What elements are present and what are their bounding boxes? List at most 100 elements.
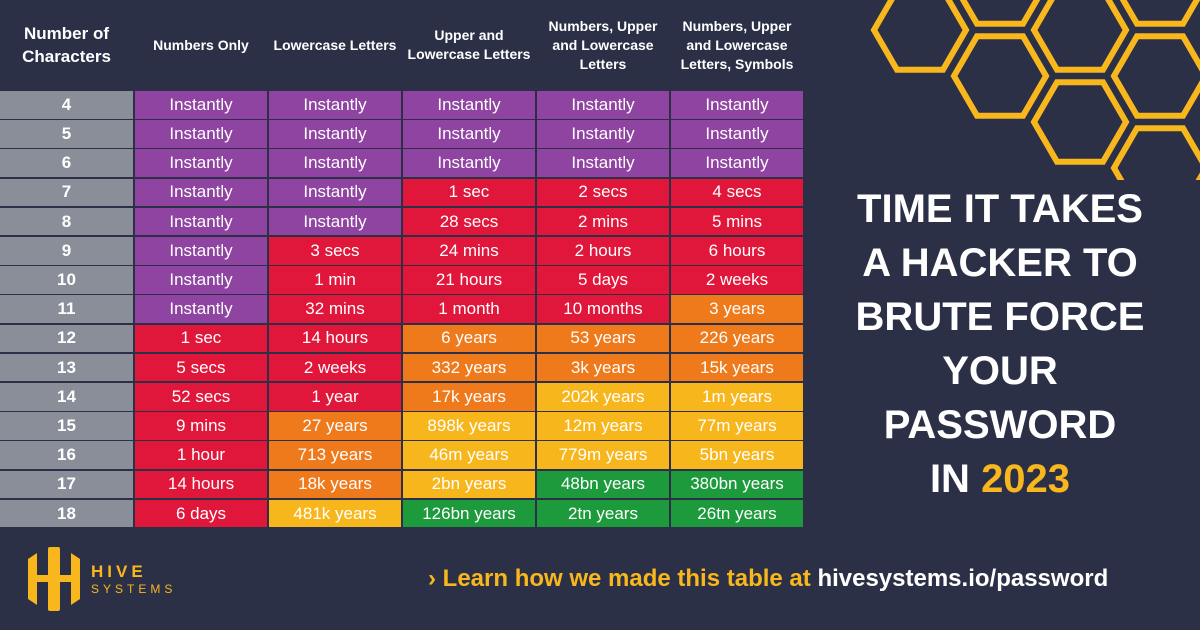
time-cell: Instantly [671,120,803,148]
time-cell: 26tn years [671,499,803,528]
time-cell: Instantly [135,237,267,265]
hexagon-shape [1110,33,1200,119]
hexagon-shape [959,0,1041,27]
row-length-cell: 13 [0,353,133,382]
headline-line: A HACKER TO [862,241,1138,285]
chevron-right-icon: › [428,565,436,592]
time-cell: 1 hour [135,441,267,469]
time-cell: Instantly [671,149,803,177]
time-cell: 4 secs [671,178,803,207]
time-cell: 1 min [269,266,401,294]
hexagon-shape [1119,0,1200,27]
time-cell: Instantly [537,91,669,119]
time-cell: 15k years [671,353,803,382]
time-cell: 1 year [269,383,401,411]
honeycomb-decoration [870,0,1200,180]
headline-prefix: IN [929,457,982,501]
row-length-cell: 6 [0,149,133,177]
hexagon-shape [1030,0,1130,73]
time-cell: Instantly [269,207,401,236]
time-cell: 18k years [269,470,401,499]
time-cell: 2tn years [537,499,669,528]
time-cell: 9 mins [135,412,267,440]
row-length-cell: 12 [0,324,133,353]
hexagon-shape [950,33,1050,119]
column-header: Numbers Only [153,36,249,53]
time-cell: Instantly [135,178,267,207]
learn-more-url[interactable]: hivesystems.io/password [817,565,1109,592]
time-cell: Instantly [537,120,669,148]
time-cell: Instantly [403,149,535,177]
learn-more-link[interactable]: › Learn how we made this table at hivesy… [428,565,1108,593]
time-cell: 380bn years [671,470,803,499]
time-cell: 17k years [403,383,535,411]
time-cell: Instantly [135,91,267,119]
time-cell: Instantly [135,120,267,148]
learn-more-text: Learn how we made this table at [442,565,818,592]
row-length-cell: 14 [0,383,133,411]
row-length-cell: 8 [0,207,133,236]
time-cell: 5 days [537,266,669,294]
time-cell: 5 secs [135,353,267,382]
logo-text-systems: SYSTEMS [91,582,177,596]
time-cell: 12m years [537,412,669,440]
row-length-cell: 17 [0,470,133,499]
hive-logo-icon [28,547,80,611]
time-cell: 32 mins [269,295,401,323]
hexagon-shape [1030,79,1130,165]
time-cell: 3k years [537,353,669,382]
time-cell: Instantly [135,295,267,323]
headline-line: IN 2023 [815,452,1185,506]
time-cell: 779m years [537,441,669,469]
time-cell: Instantly [671,91,803,119]
time-cell: 28 secs [403,207,535,236]
time-cell: 202k years [537,383,669,411]
time-cell: 14 hours [269,324,401,353]
time-cell: 481k years [269,499,401,528]
time-cell: 6 hours [671,237,803,265]
time-cell: 21 hours [403,266,535,294]
time-cell: 6 years [403,324,535,353]
time-cell: 46m years [403,441,535,469]
time-cell: 713 years [269,441,401,469]
row-length-cell: 7 [0,178,133,207]
time-cell: 52 secs [135,383,267,411]
time-cell: 2 mins [537,207,669,236]
time-cell: 14 hours [135,470,267,499]
headline-line: YOUR [942,349,1058,393]
time-cell: 126bn years [403,499,535,528]
time-cell: 77m years [671,412,803,440]
hexagon-shape [870,0,970,73]
row-length-cell: 15 [0,412,133,440]
row-length-cell: 5 [0,120,133,148]
headline-line: BRUTE FORCE [855,295,1145,339]
time-cell: 1 sec [403,178,535,207]
time-cell: 2 weeks [671,266,803,294]
time-cell: 1 sec [135,324,267,353]
row-length-cell: 18 [0,499,133,528]
time-cell: Instantly [269,149,401,177]
time-cell: 2 hours [537,237,669,265]
time-cell: 5 mins [671,207,803,236]
column-header: Lowercase Letters [273,36,397,53]
time-cell: Instantly [135,207,267,236]
time-cell: 3 years [671,295,803,323]
time-cell: Instantly [403,120,535,148]
time-cell: 1 month [403,295,535,323]
time-cell: Instantly [135,149,267,177]
column-header: Upper and Lowercase Letters [407,27,531,62]
time-cell: Instantly [269,120,401,148]
time-cell: 48bn years [537,470,669,499]
time-cell: 6 days [135,499,267,528]
time-cell: 226 years [671,324,803,353]
time-cell: 898k years [403,412,535,440]
time-cell: 10 months [537,295,669,323]
headline-year: 2023 [981,457,1071,501]
headline-line: TIME IT TAKES [857,187,1143,231]
time-cell: 332 years [403,353,535,382]
time-cell: 27 years [269,412,401,440]
logo-text-hive: HIVE [91,562,147,581]
row-length-cell: 10 [0,266,133,294]
headline: TIME IT TAKES A HACKER TO BRUTE FORCE YO… [815,182,1185,506]
hive-systems-logo: HIVE SYSTEMS [25,545,176,613]
